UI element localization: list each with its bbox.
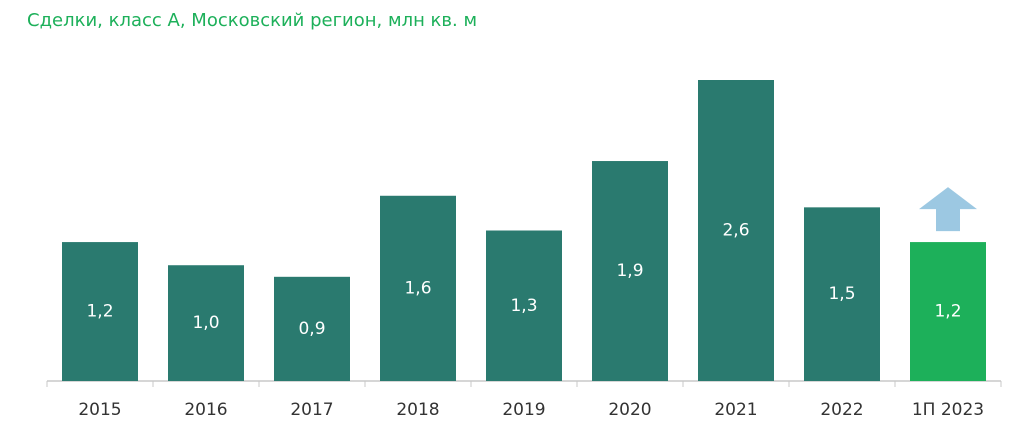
x-tick-label: 2019 bbox=[502, 400, 545, 420]
bar-value-label: 1,0 bbox=[192, 313, 219, 333]
bar bbox=[592, 161, 668, 381]
bar bbox=[380, 195, 456, 381]
x-tick-label: 2015 bbox=[78, 400, 121, 420]
bar-value-label: 1,2 bbox=[934, 302, 961, 322]
bar bbox=[486, 230, 562, 381]
x-tick-label: 1П 2023 bbox=[912, 400, 984, 420]
chart-title: Сделки, класс А, Московский регион, млн … bbox=[27, 10, 478, 31]
bar bbox=[804, 207, 880, 381]
bar-value-label: 1,5 bbox=[828, 284, 855, 304]
x-tick-label: 2021 bbox=[714, 400, 757, 420]
bar-value-label: 1,3 bbox=[510, 296, 537, 316]
bar-value-label: 1,6 bbox=[404, 278, 431, 298]
bar bbox=[62, 242, 138, 381]
bar bbox=[168, 265, 244, 381]
x-tick-label: 2022 bbox=[820, 400, 863, 420]
x-tick-label: 2017 bbox=[290, 400, 333, 420]
bar-value-label: 0,9 bbox=[298, 319, 325, 339]
bar-value-label: 1,2 bbox=[86, 302, 113, 322]
bar bbox=[698, 80, 774, 381]
bar-value-label: 1,9 bbox=[616, 261, 643, 281]
x-tick-label: 2018 bbox=[396, 400, 439, 420]
bar-value-label: 2,6 bbox=[722, 221, 749, 241]
x-tick-label: 2016 bbox=[184, 400, 227, 420]
x-tick-label: 2020 bbox=[608, 400, 651, 420]
bar bbox=[274, 276, 350, 381]
arrow-up-icon bbox=[919, 187, 977, 232]
bar bbox=[910, 242, 986, 381]
